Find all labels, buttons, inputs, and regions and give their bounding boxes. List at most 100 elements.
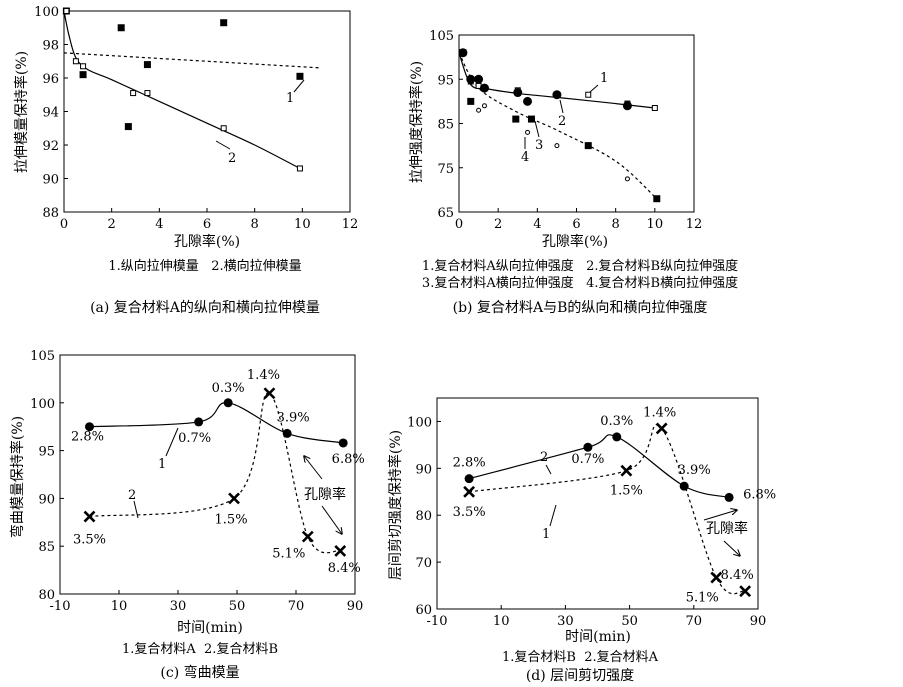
point-label-d: 0.3% [600,414,633,429]
legend-b-line-2: 3.复合材料A横向拉伸强度 4.复合材料B横向拉伸强度 [422,275,738,291]
panel-c: -10 10 30 50 70 90 80 85 90 95 100 105 2.8% 0.7% 0.3… [9,349,365,681]
points-b [458,48,661,203]
legend-d: 1.复合材料B 2.复合材料A [502,650,659,665]
point-c-1 [282,428,292,438]
point-a-2 [80,63,87,70]
y-tick-label-c: 95 [38,445,55,460]
series-label-b-4: 4 [521,150,529,165]
point-a-1 [117,24,125,32]
point-b-2 [479,83,489,93]
point-c-1 [194,417,204,427]
point-d-2 [679,481,689,491]
y-ticks-b: 65 75 85 95 105 [429,29,463,221]
leader-b-3 [534,120,540,138]
series-label-a-2: 2 [228,151,236,166]
x-tick-label-b: 6 [572,217,580,232]
x-tick-label-d: -10 [427,614,448,629]
leader-a-2 [215,140,231,150]
x-tick-label-c: 90 [347,599,364,614]
panel-b: 0 2 4 6 8 10 12 65 75 85 95 105 1 2 3 4 孔隙率(%) 拉伸强… [408,29,738,316]
leader-d-1 [549,504,557,527]
legend-c: 1.复合材料A 2.复合材料B [122,642,278,657]
y-tick-label-b: 75 [437,162,454,177]
leader-c-2 [133,500,139,519]
point-b-4 [554,143,560,149]
point-c-2 [83,510,96,523]
point-a-1 [296,72,304,80]
point-d-2 [583,442,593,452]
y-tick-label-d: 70 [415,556,432,571]
point-c-1 [223,398,233,408]
point-labels-d: 2.8% 0.7% 0.3% 3.9% 6.8% 3.5% 1.5% 1.4% 5.1%8.4% [453,405,777,605]
point-c-2 [263,387,276,400]
y-tick-label-c: 90 [38,492,55,507]
panel-d: -10 10 30 50 70 90 60 70 80 90 100 2.8% 0.7% 0.3% 3.… [387,397,777,684]
point-c-2 [334,545,347,557]
x-tick-label-c: 70 [288,599,305,614]
y-axis-label-a: 拉伸模量保持率(%) [13,51,30,173]
point-a-1 [143,61,151,69]
point-b-4 [476,107,482,113]
point-b-4 [624,176,630,182]
point-b-2 [466,74,476,84]
point-d-1 [739,585,752,598]
y-tick-label-a: 94 [42,106,59,121]
point-b-2 [523,96,533,106]
y-tick-label-d: 60 [415,603,432,618]
x-axis-label-a: 孔隙率(%) [174,233,240,250]
point-d-2 [724,492,734,502]
y-tick-label-c: 105 [30,349,55,364]
plot-frame-d [436,397,759,610]
y-tick-label-b: 85 [437,118,454,133]
annotation-c: 孔隙率 [304,486,346,503]
legend-a: 1.纵向拉伸模量 2.横向拉伸模量 [108,258,301,274]
leader-d-2 [545,464,552,475]
point-b-1 [651,105,658,112]
point-label-d: 1.5% [610,484,643,499]
fit-line-b-1 [458,52,655,109]
leader-b-1 [589,84,599,93]
caption-a: (a) 复合材料A的纵向和横向拉伸模量 [90,299,320,316]
points-a [62,7,304,172]
point-b-3 [467,97,475,105]
plot-frame-a [63,10,351,213]
y-tick-label-d: 90 [415,462,432,477]
y-tick-label-a: 100 [34,5,59,20]
y-tick-label-b: 95 [437,73,454,88]
caption-d: (d) 层间剪切强度 [526,668,634,684]
point-b-4 [481,103,487,109]
point-label-c: 0.3% [212,381,245,396]
point-a-2 [144,90,151,97]
arrow-d-down [723,540,740,556]
arrow-d-up [703,510,737,521]
point-b-3 [527,115,535,123]
plot-frame-b [458,34,695,213]
y-tick-label-b: 105 [429,29,454,44]
leader-a-1 [293,79,305,93]
y-ticks-a: 88 90 92 94 96 98 100 [34,5,68,221]
series-label-d-2: 2 [540,450,548,465]
point-label-c: 6.8% [332,452,365,467]
point-c-2 [301,530,314,543]
x-axis-label-d: 时间(min) [565,629,631,645]
point-a-1 [124,123,132,131]
point-label-d: 3.9% [678,463,711,478]
point-b-2 [552,90,562,100]
point-b-3 [584,142,592,150]
point-label-c: 3.9% [277,410,310,425]
series-label-b-2: 2 [558,114,566,129]
fit-line-a-1 [63,52,322,69]
x-tick-label-a: 6 [203,217,211,232]
y-tick-label-a: 88 [42,206,59,221]
x-tick-label-a: 8 [251,217,259,232]
x-ticks-d: -10 10 30 50 70 90 [427,605,766,629]
series-label-b-1: 1 [600,71,608,86]
x-tick-label-a: 10 [294,217,311,232]
series-label-c-2: 2 [128,488,136,503]
point-label-d: 8.4% [721,568,754,583]
arrow-c-up [304,456,323,480]
point-label-c: 5.1% [272,547,305,562]
x-ticks-b: 0 2 4 6 8 10 12 [455,208,702,232]
point-a-2 [130,90,137,97]
